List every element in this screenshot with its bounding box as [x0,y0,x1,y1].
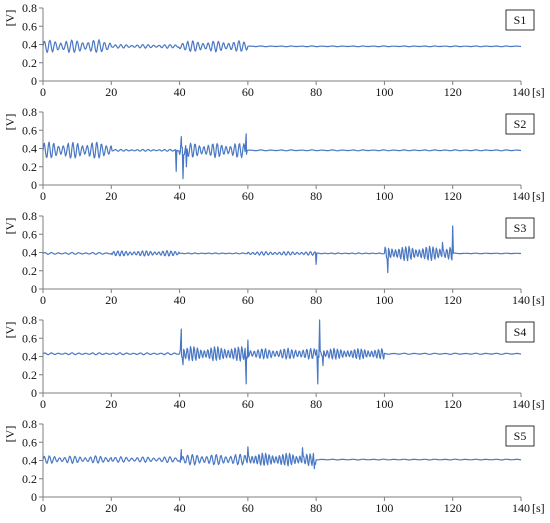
x-tick-label: 60 [242,397,254,411]
x-tick-label: 120 [444,501,462,515]
x-tick-label: 40 [174,85,186,99]
y-tick-label: 0.6 [22,331,37,345]
y-tick-label: 0 [31,490,37,504]
chart-title-box [505,9,535,31]
x-tick-label: 80 [310,397,322,411]
x-tick-label: 60 [242,501,254,515]
chart-title: S5 [514,429,527,443]
series-line [42,225,522,274]
x-tick-label: 100 [375,293,393,307]
y-tick-label: 0.4 [22,142,37,156]
y-axis-label: [V] [3,10,17,27]
x-tick-label: 0 [40,293,46,307]
chart-panel-4: 0 0.2 0.4 0.6 0.8 0 20 40 60 80 100 120 140 [s] [V] S4 [3,313,545,411]
y-tick-label: 0.6 [22,435,37,449]
x-tick-label: 100 [375,85,393,99]
x-tick-label: 100 [375,189,393,203]
series-line [42,39,522,53]
chart-title-box [505,113,535,135]
y-tick-label: 0.2 [22,472,37,486]
y-tick-label: 0.2 [22,56,37,70]
chart-panel-1: 0 0.2 0.4 0.6 0.8 0 20 40 60 80 100 120 140 [s] [V] S1 [3,1,545,99]
x-axis-unit: [s] [532,293,545,307]
x-tick-label: 140 [512,85,530,99]
x-tick-label: 60 [242,189,254,203]
y-tick-label: 0.2 [22,368,37,382]
chart-title-box [505,321,535,343]
x-tick-label: 0 [40,189,46,203]
x-tick-label: 20 [105,501,117,515]
y-axis-label: [V] [3,114,17,131]
chart-title: S1 [514,13,527,27]
x-tick-label: 0 [40,501,46,515]
x-tick-label: 20 [105,85,117,99]
x-tick-label: 80 [310,189,322,203]
y-tick-label: 0.8 [22,313,37,327]
x-tick-label: 140 [512,397,530,411]
y-tick-label: 0.4 [22,454,37,468]
x-tick-label: 120 [444,293,462,307]
x-tick-label: 20 [105,397,117,411]
x-axis-unit: [s] [532,397,545,411]
y-tick-label: 0.8 [22,105,37,119]
y-tick-label: 0 [31,386,37,400]
x-tick-label: 120 [444,189,462,203]
x-tick-label: 0 [40,397,46,411]
x-axis-unit: [s] [532,85,545,99]
x-tick-label: 40 [174,501,186,515]
chart-title-box [505,425,535,447]
x-tick-label: 140 [512,501,530,515]
y-tick-label: 0.4 [22,246,37,260]
x-tick-label: 40 [174,397,186,411]
series-line [42,319,522,385]
x-axis-unit: [s] [532,189,545,203]
x-tick-label: 60 [242,85,254,99]
x-tick-label: 80 [310,293,322,307]
x-tick-label: 40 [174,189,186,203]
y-tick-label: 0.2 [22,160,37,174]
chart-title: S2 [514,117,527,131]
series-line [42,446,522,470]
chart-title: S3 [514,221,527,235]
x-tick-label: 20 [105,293,117,307]
chart-title-box [505,217,535,239]
x-tick-label: 80 [310,501,322,515]
y-tick-label: 0.2 [22,264,37,278]
y-tick-label: 0 [31,178,37,192]
y-axis-label: [V] [3,218,17,235]
y-tick-label: 0.4 [22,38,37,52]
y-tick-label: 0.8 [22,209,37,223]
y-tick-label: 0.6 [22,123,37,137]
y-tick-label: 0.8 [22,1,37,15]
y-axis-label: [V] [3,426,17,443]
chart-panel-2: 0 0.2 0.4 0.6 0.8 0 20 40 60 80 100 120 140 [s] [V] S2 [3,105,545,203]
x-tick-label: 120 [444,397,462,411]
x-tick-label: 60 [242,293,254,307]
x-tick-label: 140 [512,189,530,203]
chart-panel-5: 0 0.2 0.4 0.6 0.8 0 20 40 60 80 100 120 140 [s] [V] S5 [3,417,545,515]
x-tick-label: 120 [444,85,462,99]
x-tick-label: 100 [375,501,393,515]
y-tick-label: 0 [31,74,37,88]
y-tick-label: 0 [31,282,37,296]
y-axis-label: [V] [3,322,17,339]
x-tick-label: 80 [310,85,322,99]
x-tick-label: 140 [512,293,530,307]
x-tick-label: 0 [40,85,46,99]
chart-title: S4 [514,325,527,339]
y-tick-label: 0.8 [22,417,37,431]
x-tick-label: 40 [174,293,186,307]
y-tick-label: 0.6 [22,227,37,241]
x-tick-label: 100 [375,397,393,411]
y-tick-label: 0.4 [22,350,37,364]
x-tick-label: 20 [105,189,117,203]
y-tick-label: 0.6 [22,19,37,33]
chart-panel-3: 0 0.2 0.4 0.6 0.8 0 20 40 60 80 100 120 140 [s] [V] S3 [3,209,545,307]
series-line [42,133,522,180]
x-axis-unit: [s] [532,501,545,515]
